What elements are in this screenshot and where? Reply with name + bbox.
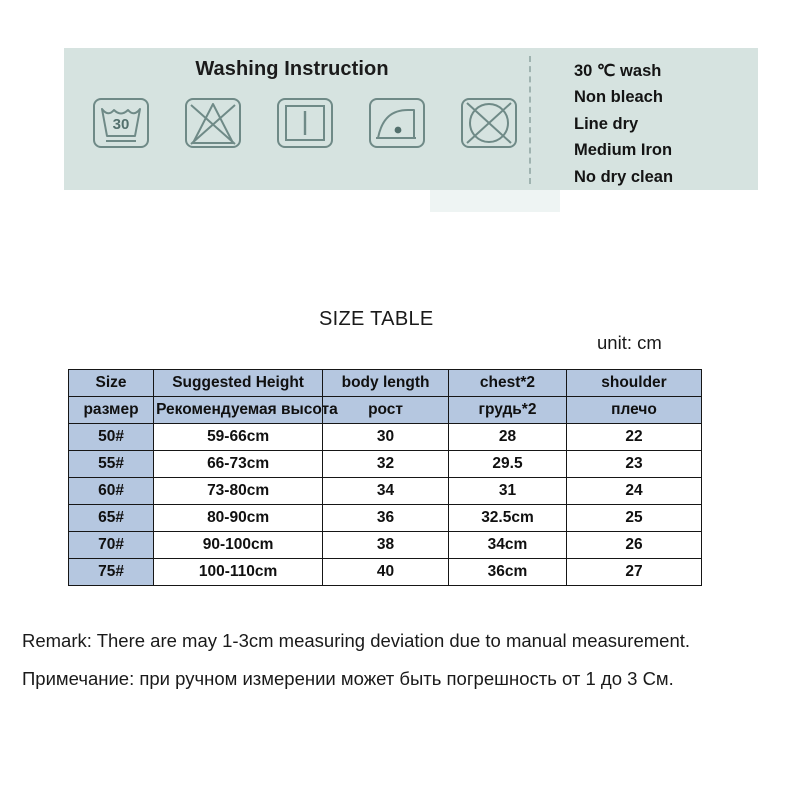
remarks-section: Remark: There are may 1-3cm measuring de… xyxy=(22,622,798,698)
cell-size: 60# xyxy=(67,477,155,505)
care-instruction-item: Medium Iron xyxy=(574,141,673,160)
cell-chest: 36cm xyxy=(448,558,567,586)
column-header-body-length: body length xyxy=(322,369,449,397)
care-instruction-item: Non bleach xyxy=(574,88,663,107)
table-row: 55# 66-73cm 32 29.5 23 xyxy=(67,450,703,478)
do-not-dry-clean-icon xyxy=(458,96,520,154)
svg-text:30: 30 xyxy=(113,116,130,133)
cell-height: 66-73cm xyxy=(153,450,324,478)
care-instruction-item: No dry clean xyxy=(574,167,674,186)
column-header-body-length-ru: рост xyxy=(322,396,449,424)
column-header-size: Size xyxy=(67,369,155,397)
size-table-container: Size Suggested Height body length chest*… xyxy=(67,369,703,586)
cell-shoulder: 26 xyxy=(565,531,703,559)
cell-body-length: 36 xyxy=(322,504,449,532)
care-symbol-row: 30 xyxy=(90,96,520,154)
remark-line-ru: Примечание: при ручном измерении может б… xyxy=(22,668,674,689)
table-header-row-en: Size Suggested Height body length chest*… xyxy=(67,369,703,397)
table-row: 50# 59-66cm 30 28 22 xyxy=(67,423,703,451)
cell-shoulder: 23 xyxy=(565,450,703,478)
cell-shoulder: 22 xyxy=(565,423,703,451)
cell-height: 59-66cm xyxy=(153,423,324,451)
cell-height: 100-110cm xyxy=(153,558,324,586)
cell-body-length: 34 xyxy=(322,477,449,505)
cell-size: 65# xyxy=(67,504,155,532)
wash-30-icon: 30 xyxy=(90,96,152,154)
cell-size: 75# xyxy=(67,558,155,586)
care-instruction-item: Line dry xyxy=(574,114,639,133)
washing-instruction-banner: Washing Instruction 30 xyxy=(64,48,758,190)
banner-tail-strip xyxy=(430,190,560,212)
cell-body-length: 30 xyxy=(322,423,449,451)
care-vertical-divider xyxy=(529,56,531,184)
column-header-shoulder-ru: плечо xyxy=(565,396,703,424)
cell-chest: 31 xyxy=(448,477,567,505)
column-header-height: Suggested Height xyxy=(153,369,324,397)
table-header-row-ru: размер Рекомендуемая высота рост грудь*2… xyxy=(67,396,703,424)
unit-label: unit: cm xyxy=(597,332,662,353)
cell-size: 50# xyxy=(67,423,155,451)
cell-height: 80-90cm xyxy=(153,504,324,532)
column-header-chest-ru: грудь*2 xyxy=(448,396,567,424)
line-dry-icon xyxy=(274,96,336,154)
table-row: 65# 80-90cm 36 32.5cm 25 xyxy=(67,504,703,532)
column-header-height-ru: Рекомендуемая высота xyxy=(153,396,338,424)
table-row: 60# 73-80cm 34 31 24 xyxy=(67,477,703,505)
size-table-title: SIZE TABLE xyxy=(319,308,434,330)
cell-chest: 28 xyxy=(448,423,567,451)
cell-size: 55# xyxy=(67,450,155,478)
cell-body-length: 38 xyxy=(322,531,449,559)
cell-chest: 34cm xyxy=(448,531,567,559)
column-header-shoulder: shoulder xyxy=(565,369,703,397)
cell-shoulder: 25 xyxy=(565,504,703,532)
remark-line-en: Remark: There are may 1-3cm measuring de… xyxy=(22,630,691,651)
care-instruction-item: 30 ℃ wash xyxy=(574,62,662,80)
cell-size: 70# xyxy=(67,531,155,559)
cell-body-length: 32 xyxy=(322,450,449,478)
cell-height: 90-100cm xyxy=(153,531,324,559)
cell-height: 73-80cm xyxy=(153,477,324,505)
cell-chest: 29.5 xyxy=(448,450,567,478)
column-header-chest: chest*2 xyxy=(448,369,567,397)
medium-iron-icon xyxy=(366,96,428,154)
washing-instruction-title: Washing Instruction xyxy=(195,58,389,80)
table-row: 75# 100-110cm 40 36cm 27 xyxy=(67,558,703,586)
cell-shoulder: 24 xyxy=(565,477,703,505)
cell-shoulder: 27 xyxy=(565,558,703,586)
table-row: 70# 90-100cm 38 34cm 26 xyxy=(67,531,703,559)
cell-body-length: 40 xyxy=(322,558,449,586)
care-instruction-list: 30 ℃ wash Non bleach Line dry Medium Iro… xyxy=(574,58,758,190)
column-header-size-ru: размер xyxy=(67,396,155,424)
cell-chest: 32.5cm xyxy=(448,504,567,532)
do-not-bleach-icon xyxy=(182,96,244,154)
size-table: Size Suggested Height body length chest*… xyxy=(67,369,703,586)
